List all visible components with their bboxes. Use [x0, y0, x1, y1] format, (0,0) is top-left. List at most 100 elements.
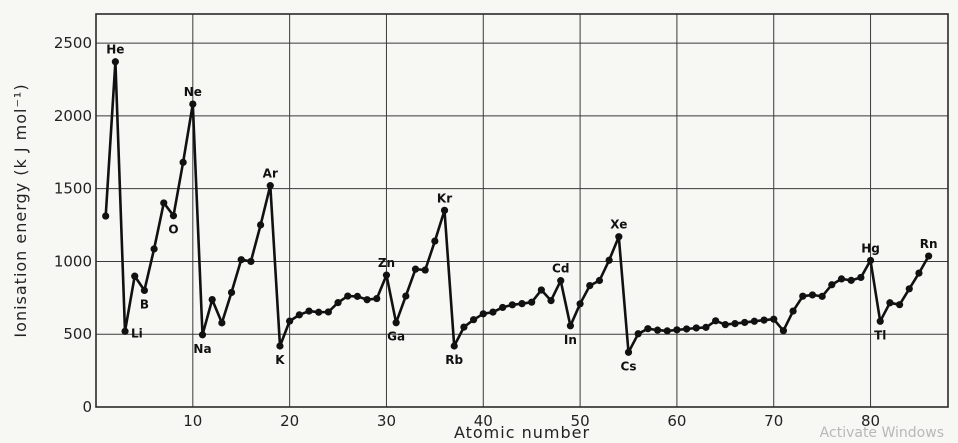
data-point	[247, 257, 255, 266]
data-point	[227, 288, 236, 297]
data-point	[286, 317, 294, 325]
x-axis-label: Atomic number	[454, 423, 590, 442]
data-point	[411, 265, 420, 273]
data-point	[847, 276, 855, 284]
data-point	[644, 325, 652, 333]
data-point	[673, 326, 681, 334]
y-tick-label: 500	[63, 325, 92, 343]
axis-ticks: 10 20 30 40 50 60 70 80 0 500 1000 1500 2000 2500	[54, 34, 880, 430]
data-point	[537, 286, 545, 294]
data-point	[528, 298, 536, 306]
element-labels: He Li B O Ne Na Ar K Zn Ga Kr Rb Cd In Xe Cs Hg Tl Rn	[106, 43, 937, 374]
data-point	[828, 281, 836, 289]
element-label: O	[168, 223, 178, 237]
data-point	[682, 325, 691, 333]
data-point	[276, 342, 284, 350]
data-point	[102, 212, 110, 220]
data-point	[189, 100, 197, 108]
element-label: Ne	[184, 85, 202, 99]
element-label: Ar	[263, 167, 278, 181]
data-point	[479, 310, 487, 318]
data-point	[653, 326, 662, 334]
data-point	[363, 296, 371, 304]
element-label: Zn	[378, 256, 395, 270]
data-point	[160, 199, 168, 207]
data-point	[605, 256, 613, 264]
data-point	[460, 323, 468, 331]
data-point	[818, 292, 826, 300]
data-point	[624, 348, 633, 356]
data-point	[169, 212, 178, 220]
data-point	[295, 311, 303, 319]
data-point	[208, 295, 216, 304]
data-point	[595, 276, 604, 285]
data-point	[179, 158, 187, 166]
element-label: Ga	[387, 330, 405, 344]
data-point	[431, 237, 439, 245]
grid-lines	[96, 14, 948, 407]
y-tick-label: 1500	[54, 180, 92, 198]
data-point	[131, 272, 139, 280]
data-point	[750, 317, 758, 325]
data-series	[102, 58, 933, 356]
plot-frame	[95, 13, 949, 408]
data-point	[760, 316, 768, 324]
data-point	[140, 286, 149, 295]
data-point	[382, 271, 391, 279]
y-tick-label: 1000	[54, 252, 92, 270]
data-point	[741, 318, 749, 327]
element-label: Hg	[861, 241, 880, 255]
data-point	[440, 206, 449, 214]
data-point	[895, 301, 904, 309]
data-point	[111, 58, 119, 66]
element-label: Na	[193, 342, 211, 356]
x-tick-label: 20	[280, 412, 299, 430]
data-point	[256, 221, 265, 229]
data-point	[779, 327, 788, 335]
data-point	[547, 296, 555, 305]
data-point	[237, 256, 245, 264]
data-point	[789, 307, 797, 315]
data-point	[857, 273, 865, 282]
series-line	[104, 60, 930, 354]
data-point	[353, 292, 362, 300]
element-label: Cs	[621, 359, 637, 373]
data-point	[373, 294, 381, 303]
data-point	[731, 319, 739, 328]
data-point	[566, 322, 575, 330]
x-tick-label: 40	[474, 412, 493, 430]
data-point	[121, 327, 129, 335]
data-point	[886, 299, 894, 307]
data-point	[518, 300, 526, 308]
data-point	[866, 256, 875, 265]
data-point	[692, 324, 700, 332]
element-label: Cd	[552, 262, 569, 276]
x-tick-label: 30	[377, 412, 396, 430]
data-point	[334, 299, 342, 307]
x-tick-label: 80	[861, 412, 880, 430]
x-tick-label: 50	[571, 412, 590, 430]
data-point	[557, 277, 565, 285]
data-point	[576, 300, 584, 308]
data-point	[450, 342, 458, 350]
element-label: Rn	[920, 237, 938, 251]
y-tick-label: 2000	[54, 107, 92, 125]
data-point	[905, 285, 913, 293]
data-point	[770, 315, 778, 323]
activate-windows-watermark: Activate Windows	[819, 425, 944, 441]
y-axis-label: Ionisation energy (k J mol⁻¹)	[11, 83, 30, 337]
element-label: K	[275, 353, 285, 367]
data-point	[837, 275, 846, 283]
data-point	[402, 292, 410, 300]
data-point	[702, 323, 710, 331]
x-tick-label: 60	[667, 412, 686, 430]
y-tick-label: 2500	[54, 34, 92, 52]
data-point	[925, 252, 933, 260]
x-tick-label: 10	[183, 412, 202, 430]
element-label: He	[106, 43, 124, 57]
y-tick-label: 0	[82, 398, 92, 416]
data-point	[198, 331, 207, 339]
element-label: In	[564, 333, 577, 347]
data-point	[305, 307, 313, 315]
